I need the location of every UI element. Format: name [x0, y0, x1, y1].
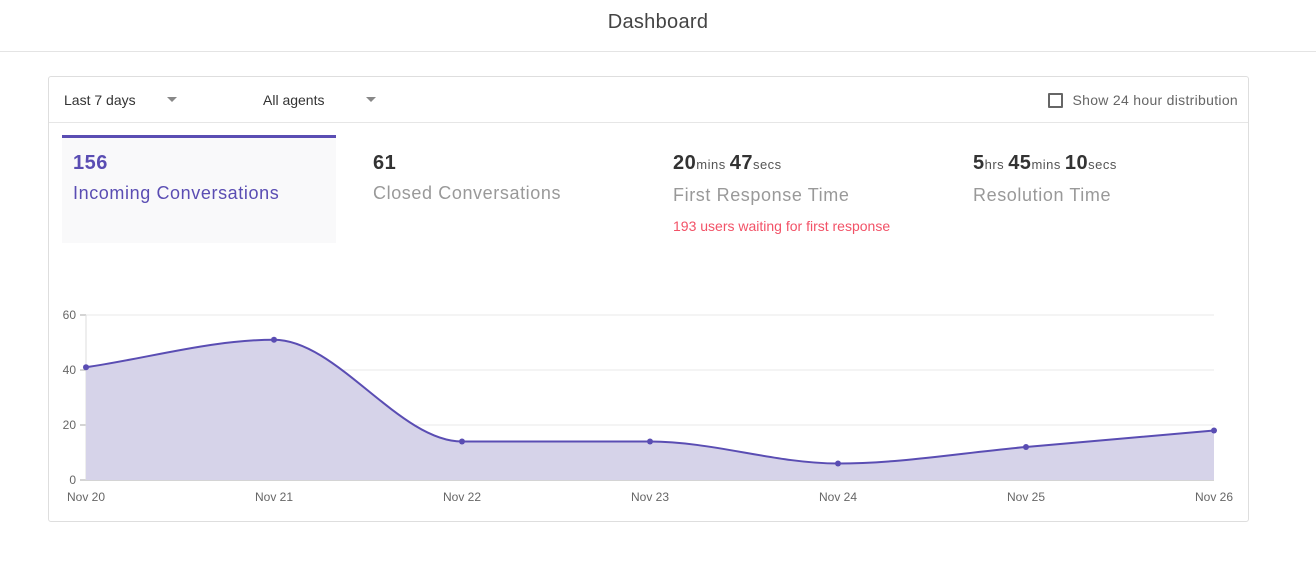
x-tick-label: Nov 22 [443, 490, 481, 504]
data-point [459, 438, 465, 445]
agents-dropdown[interactable]: All agents [263, 77, 383, 123]
resolution-hrs: 5 [973, 152, 985, 174]
distribution-label: Show 24 hour distribution [1072, 92, 1238, 108]
data-point [271, 336, 277, 343]
closed-count: 61 [373, 152, 397, 174]
tab-first-response-time[interactable]: 20mins 47secs First Response Time 193 use… [662, 135, 936, 243]
data-point [647, 438, 653, 445]
x-tick-label: Nov 25 [1007, 490, 1045, 504]
resolution-secs: 10 [1064, 152, 1089, 174]
conversations-chart: 0 20 40 60 Nov 20 Nov 21 Nov 22 Nov 23 Nov 24 Nov… [49, 297, 1248, 507]
incoming-label: Incoming Conversations [73, 183, 280, 203]
incoming-count: 156 [73, 152, 108, 174]
first-response-secs: 47 [729, 152, 753, 174]
y-tick-label: 40 [63, 363, 77, 377]
hrs-unit: hrs [984, 157, 1005, 172]
mins-unit: mins [696, 157, 726, 172]
page-title: Dashboard [607, 11, 709, 33]
top-bar: Dashboard [0, 0, 1316, 52]
tab-closed-conversations[interactable]: 61 Closed Conversations [362, 135, 636, 243]
y-tick-label: 60 [63, 308, 77, 322]
date-range-dropdown[interactable]: Last 7 days [64, 77, 184, 123]
x-tick-label: Nov 26 [1195, 490, 1233, 504]
data-point [1023, 444, 1029, 450]
data-point [1211, 427, 1217, 434]
mins-unit: mins [1031, 157, 1061, 172]
waiting-users-note: 193 users waiting for first response [673, 218, 891, 234]
caret-down-icon [366, 97, 376, 102]
y-tick-label: 0 [69, 473, 76, 487]
x-tick-label: Nov 21 [255, 490, 293, 504]
chart-area-fill [86, 339, 1214, 480]
x-tick-label: Nov 24 [819, 490, 857, 504]
resolution-value: 5hrs 45mins 10secs [973, 151, 1225, 177]
first-response-label: First Response Time [673, 185, 850, 205]
date-range-value: Last 7 days [64, 92, 136, 108]
x-tick-label: Nov 20 [67, 490, 105, 504]
resolution-mins: 45 [1008, 152, 1032, 174]
closed-label: Closed Conversations [373, 183, 562, 203]
y-tick-label: 20 [63, 418, 77, 432]
distribution-checkbox[interactable] [1047, 92, 1063, 108]
x-tick-label: Nov 23 [631, 490, 669, 504]
caret-down-icon [167, 97, 177, 102]
tab-resolution-time[interactable]: 5hrs 45mins 10secs Resolution Time [962, 135, 1236, 243]
resolution-label: Resolution Time [973, 185, 1112, 205]
chart-svg: 0 20 40 60 Nov 20 Nov 21 Nov 22 Nov 23 Nov 24 Nov… [63, 308, 1234, 504]
first-response-mins: 20 [673, 152, 697, 174]
data-point [835, 460, 841, 467]
secs-unit: secs [1088, 157, 1117, 172]
hour-distribution-toggle[interactable]: Show 24 hour distribution [1047, 77, 1239, 123]
first-response-value: 20mins 47secs [673, 151, 925, 177]
filter-bar: Last 7 days All agents Show 24 hour dist… [49, 77, 1248, 123]
secs-unit: secs [752, 157, 782, 172]
data-point [83, 364, 89, 371]
tab-incoming-conversations[interactable]: 156 Incoming Conversations [62, 135, 336, 243]
dashboard-card: Last 7 days All agents Show 24 hour dist… [48, 76, 1249, 522]
agents-value: All agents [263, 92, 325, 108]
